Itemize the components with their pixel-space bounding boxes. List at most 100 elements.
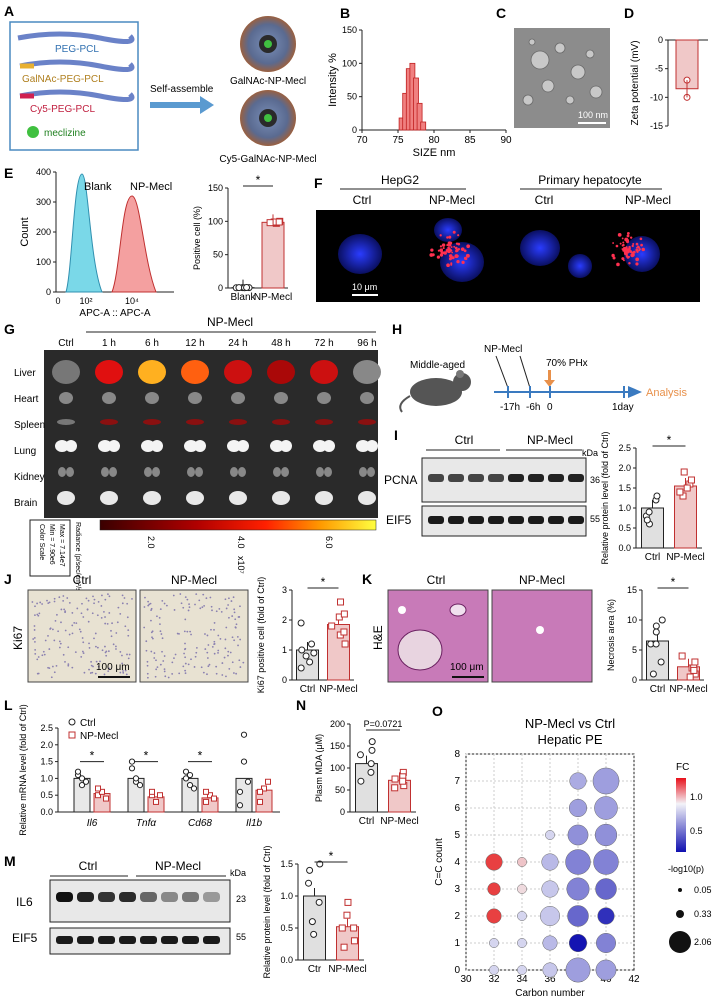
ki67-nucleus — [38, 656, 40, 658]
cy5-dot — [457, 234, 459, 236]
chartN-bar — [356, 764, 378, 812]
ki67-nucleus — [160, 630, 162, 632]
ki67-nucleus — [121, 655, 123, 657]
g-col-label: 96 h — [357, 338, 376, 349]
ki67-nucleus — [36, 658, 38, 660]
k-scale-bar — [452, 676, 484, 678]
g-spleen — [272, 419, 290, 425]
ki67-nucleus — [62, 600, 64, 602]
i-m1: 36 — [590, 475, 600, 485]
ki67-nucleus — [164, 668, 166, 670]
g-heart — [317, 392, 331, 404]
chartM-point — [344, 912, 350, 918]
d-y-tick-label: 0 — [658, 35, 663, 45]
e-flow-y-tick-label: 100 — [36, 257, 51, 267]
ki67-nucleus — [117, 621, 119, 623]
cy5-dot — [442, 243, 445, 246]
g-liver — [95, 360, 123, 384]
chartM-sig: * — [329, 849, 334, 863]
ki67-nucleus — [186, 631, 188, 633]
cy5-dot — [630, 236, 632, 238]
ki67-nucleus — [228, 617, 230, 619]
l-gene-label: Tnfα — [136, 818, 156, 829]
chartE-y-label: Positive cell (%) — [192, 206, 202, 270]
m-eif5-band — [140, 936, 157, 944]
i-m2: 55 — [590, 514, 600, 524]
ki67-nucleus — [34, 614, 36, 616]
chartJ-point — [299, 647, 305, 653]
cy5-dot — [627, 234, 630, 237]
primary-label: Primary hepatocyte — [538, 173, 642, 187]
cy5-dot — [443, 247, 445, 249]
l-point — [154, 799, 159, 804]
ki67-nucleus — [164, 675, 166, 677]
l-point — [150, 789, 155, 794]
ki67-nucleus — [146, 650, 148, 652]
l-point — [79, 776, 84, 781]
ki67-nucleus — [203, 605, 205, 607]
ki67-nucleus — [108, 650, 110, 652]
l-point — [129, 759, 134, 764]
ki67-nucleus — [212, 646, 214, 648]
ki67-nucleus — [53, 640, 55, 642]
ki67-nucleus — [188, 664, 190, 666]
o-bubble — [543, 936, 558, 951]
ki67-nucleus — [226, 608, 228, 610]
ki67-nucleus — [171, 673, 173, 675]
b-x-tick-label: 75 — [392, 135, 404, 146]
b-y-tick-label: 0 — [352, 125, 357, 135]
ki67-nucleus — [54, 671, 56, 673]
ki67-nucleus — [38, 612, 40, 614]
o-bubble — [570, 773, 587, 790]
ki67-nucleus — [235, 673, 237, 675]
chartE-y-tick-label: 100 — [208, 216, 223, 226]
ki67-nucleus — [81, 603, 83, 605]
chartE-point — [244, 285, 250, 291]
ki67-nucleus — [109, 595, 111, 597]
o-title-2: Hepatic PE — [537, 732, 602, 747]
ki67-nucleus — [115, 648, 117, 650]
chartI-y-tick-label: 2.0 — [618, 463, 631, 473]
ki67-nucleus — [48, 648, 50, 650]
np1-label: GalNAc-NP-Mecl — [230, 76, 306, 87]
cy5-dot — [642, 248, 645, 251]
d-y-tick-label: -10 — [650, 92, 663, 102]
o-y-tick: 1 — [454, 938, 460, 949]
chartM-point — [307, 867, 313, 873]
he-np-image — [492, 590, 592, 682]
chartK-y-label: Necrosis area (%) — [606, 599, 616, 671]
l-gene-label: Il6 — [87, 818, 98, 829]
chartI-point — [681, 469, 687, 475]
cy5-dot — [430, 249, 433, 252]
pcna-band — [448, 474, 464, 482]
analysis-label: Analysis — [646, 387, 687, 399]
ki67-nucleus — [65, 630, 67, 632]
g-brain — [143, 491, 161, 505]
panel-n-letter: N — [296, 697, 306, 713]
l-legend-ctrl-marker — [69, 719, 75, 725]
np2-label: Cy5-GalNAc-NP-Mecl — [219, 154, 316, 165]
m-m2: 55 — [236, 932, 246, 942]
chartI-y-tick-label: 1.0 — [618, 503, 631, 513]
ki67-nucleus — [64, 610, 66, 612]
o-y-tick: 3 — [454, 884, 460, 895]
ki67-nucleus — [217, 652, 219, 654]
ki67-nucleus — [179, 593, 181, 595]
chartK-point — [679, 653, 685, 659]
ki67-nucleus — [159, 617, 161, 619]
time-2: -6h — [526, 402, 540, 413]
g-liver — [353, 360, 381, 384]
ki67-nucleus — [115, 632, 117, 634]
chartN-y-tick-label: 100 — [330, 763, 345, 773]
ki67-nucleus — [92, 612, 94, 614]
ki67-nucleus — [36, 614, 38, 616]
o-x-tick: 30 — [460, 974, 472, 985]
ki67-nucleus — [204, 648, 206, 650]
ki67-nucleus — [124, 597, 126, 599]
color-scale-max: Max = 7.14e7 — [58, 524, 65, 567]
ki67-nucleus — [228, 668, 230, 670]
chartK-point — [687, 674, 693, 680]
ki67-nucleus — [160, 633, 162, 635]
chartE-y-tick-label: 50 — [213, 250, 223, 260]
ki67-nucleus — [86, 598, 88, 600]
